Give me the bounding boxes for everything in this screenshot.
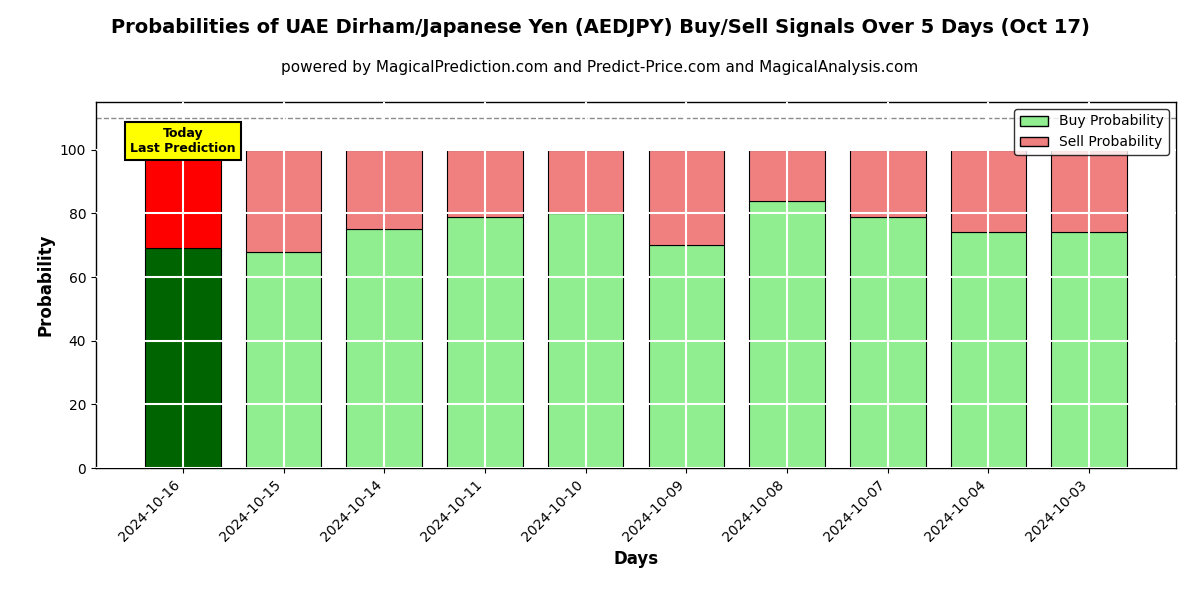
Bar — [246, 150, 322, 251]
Bar — [749, 150, 824, 200]
Bar — [548, 214, 624, 468]
Bar — [850, 217, 925, 468]
Bar — [850, 150, 925, 217]
Bar — [347, 150, 422, 229]
Bar — [145, 150, 221, 248]
Bar — [548, 150, 624, 214]
Bar — [648, 245, 724, 468]
Text: powered by MagicalPrediction.com and Predict-Price.com and MagicalAnalysis.com: powered by MagicalPrediction.com and Pre… — [281, 60, 919, 75]
Bar — [749, 200, 824, 468]
Bar — [950, 232, 1026, 468]
Text: Today
Last Prediction: Today Last Prediction — [130, 127, 235, 155]
Bar — [448, 217, 523, 468]
X-axis label: Days: Days — [613, 550, 659, 568]
Legend: Buy Probability, Sell Probability: Buy Probability, Sell Probability — [1014, 109, 1169, 155]
Bar — [1051, 150, 1127, 232]
Bar — [648, 150, 724, 245]
Bar — [246, 251, 322, 468]
Bar — [448, 150, 523, 217]
Y-axis label: Probability: Probability — [36, 234, 54, 336]
Bar — [145, 248, 221, 468]
Bar — [950, 150, 1026, 232]
Bar — [347, 229, 422, 468]
Bar — [1051, 232, 1127, 468]
Text: Probabilities of UAE Dirham/Japanese Yen (AEDJPY) Buy/Sell Signals Over 5 Days (: Probabilities of UAE Dirham/Japanese Yen… — [110, 18, 1090, 37]
